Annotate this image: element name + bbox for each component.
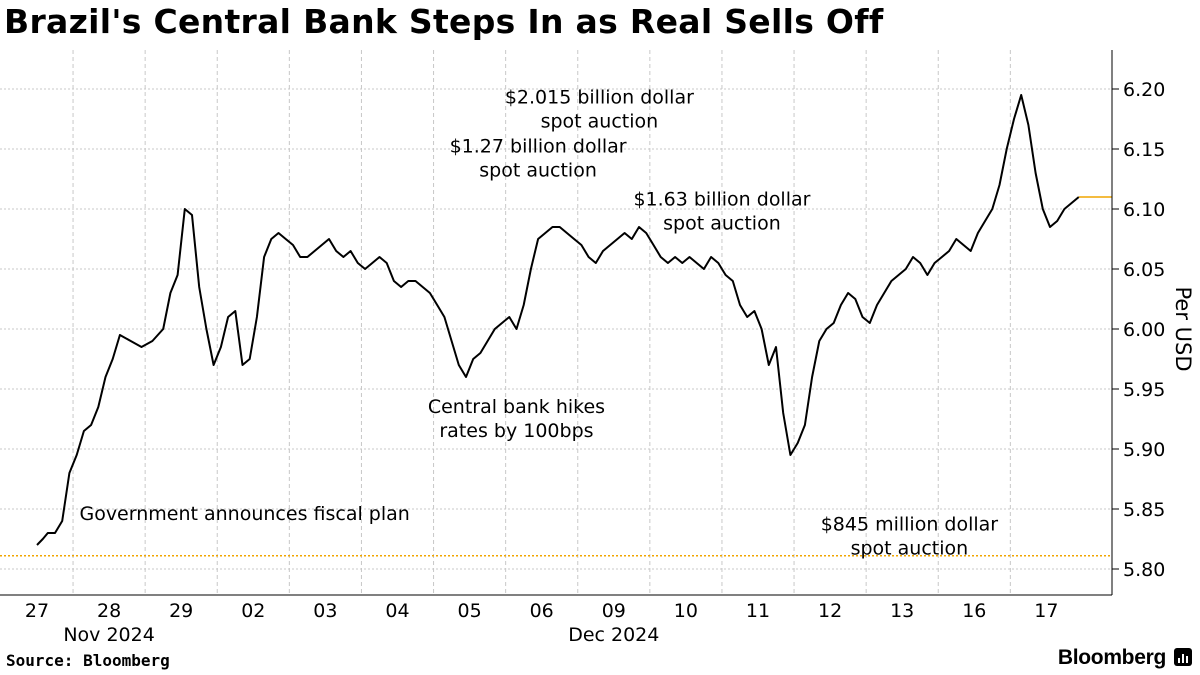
x-tick-label: 02	[241, 600, 265, 622]
annotations-group: $2.015 billion dollar spot auction$1.27 b…	[79, 86, 998, 559]
x-tick-label: 10	[674, 600, 698, 622]
x-month-label: Dec 2024	[568, 624, 659, 646]
usd-brl-series-line	[36, 94, 1080, 546]
y-axis: 5.80 5.85 5.90 5.95 6.00 6.05 6.10 6.15 6.20 Per …	[1111, 50, 1195, 595]
chart-annotation: Central bank hikes rates by 100bps	[428, 396, 605, 442]
x-month-label: Nov 2024	[63, 624, 154, 646]
x-tick-label: 09	[602, 600, 626, 622]
chart-title: Brazil's Central Bank Steps In as Real S…	[4, 2, 884, 41]
x-tick-label: 29	[169, 600, 193, 622]
y-tick-label: 5.80	[1123, 559, 1165, 581]
x-tick-label: 11	[746, 600, 770, 622]
chart-annotation: $845 million dollar spot auction	[821, 514, 999, 560]
x-tick-label: 06	[530, 600, 554, 622]
chart-annotation: Government announces fiscal plan	[79, 503, 409, 525]
bloomberg-logo-icon	[1174, 648, 1192, 666]
y-tick-label: 6.15	[1123, 139, 1165, 161]
y-tick-label: 5.95	[1123, 379, 1165, 401]
x-tick-label: 13	[890, 600, 914, 622]
y-tick-label: 6.00	[1123, 319, 1165, 341]
chart-annotation: $1.63 billion dollar spot auction	[633, 188, 810, 234]
x-tick-label: 17	[1034, 600, 1058, 622]
x-tick-label: 16	[962, 600, 986, 622]
source-note: Source: Bloomberg	[6, 651, 170, 670]
y-tick-label: 6.05	[1123, 259, 1165, 281]
y-axis-label: Per USD	[1171, 286, 1195, 371]
horizontal-gridlines	[0, 88, 1112, 570]
x-axis: 27 28 29 02 03 04 05 06 09 10 11 12 13 16 17 Nov 2024 De…	[0, 594, 1112, 646]
y-tick-label: 5.85	[1123, 499, 1165, 521]
y-tick-label: 6.20	[1123, 79, 1165, 101]
chart-annotation: $2.015 billion dollar spot auction	[505, 86, 694, 132]
x-tick-label: 04	[385, 600, 409, 622]
brand-wordmark: Bloomberg	[1057, 646, 1166, 669]
x-tick-label: 05	[458, 600, 482, 622]
x-tick-label: 12	[818, 600, 842, 622]
y-tick-label: 6.10	[1123, 199, 1165, 221]
x-tick-label: 27	[25, 600, 49, 622]
x-tick-label: 03	[313, 600, 337, 622]
chart-annotation: $1.27 billion dollar spot auction	[450, 136, 627, 182]
y-tick-label: 5.90	[1123, 439, 1165, 461]
x-tick-label: 28	[97, 600, 121, 622]
series-line-group	[36, 94, 1112, 546]
